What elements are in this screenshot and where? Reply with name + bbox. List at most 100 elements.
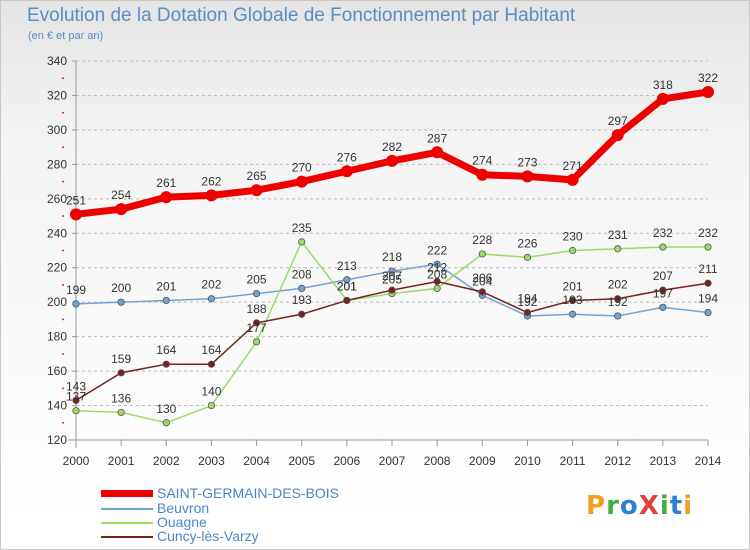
data-point xyxy=(386,154,398,167)
data-point xyxy=(523,308,532,317)
data-point xyxy=(298,284,306,292)
data-label: 201 xyxy=(337,279,357,293)
data-label: 188 xyxy=(247,302,267,316)
data-point xyxy=(205,189,218,202)
logo-letter: P xyxy=(586,491,607,521)
data-label: 197 xyxy=(653,286,673,300)
data-point xyxy=(207,401,216,410)
legend-swatch xyxy=(101,490,153,497)
data-point xyxy=(72,407,80,415)
y-tick-label: 140 xyxy=(47,399,67,413)
x-tick-label: 2004 xyxy=(243,454,270,468)
data-label: 274 xyxy=(472,154,492,168)
data-point xyxy=(656,92,669,105)
legend-swatch xyxy=(101,508,153,510)
data-point xyxy=(568,246,577,255)
data-label: 218 xyxy=(382,250,402,264)
x-tick-label: 2000 xyxy=(63,454,90,468)
x-tick-label: 2001 xyxy=(108,454,135,468)
data-point xyxy=(162,419,170,427)
data-point xyxy=(160,191,173,204)
data-label: 276 xyxy=(337,150,357,164)
data-point xyxy=(207,360,216,368)
x-tick-label: 2013 xyxy=(650,454,677,468)
data-label: 193 xyxy=(563,293,583,307)
y-tick-label: 180 xyxy=(47,330,67,344)
data-point xyxy=(298,310,306,318)
data-label: 204 xyxy=(472,274,492,288)
data-point xyxy=(433,277,441,286)
logo-letter: r xyxy=(606,491,620,521)
data-label: 251 xyxy=(66,193,86,207)
y-tick-label: 320 xyxy=(47,88,67,102)
data-label: 228 xyxy=(472,233,492,247)
data-point xyxy=(252,338,261,346)
data-point xyxy=(115,203,128,216)
data-label: 261 xyxy=(156,176,176,190)
data-label: 322 xyxy=(698,71,718,85)
data-label: 202 xyxy=(608,278,628,292)
data-point xyxy=(614,245,622,253)
data-point xyxy=(433,260,441,268)
data-point xyxy=(566,173,579,186)
data-label: 222 xyxy=(427,243,447,257)
y-tick-label: 260 xyxy=(47,192,67,206)
x-tick-label: 2005 xyxy=(288,454,315,468)
data-point xyxy=(70,208,82,221)
data-point xyxy=(343,296,351,305)
data-label: 136 xyxy=(111,391,131,405)
data-label: 201 xyxy=(563,279,583,293)
x-tick-label: 2011 xyxy=(560,454,586,468)
data-point xyxy=(388,286,396,294)
chart-title: Evolution de la Dotation Globale de Fonc… xyxy=(27,5,576,26)
data-point xyxy=(659,303,667,311)
series-cuncy-l-s-varzy xyxy=(72,277,712,404)
data-label: 201 xyxy=(156,279,176,293)
data-point xyxy=(614,312,622,320)
data-point xyxy=(252,289,261,298)
data-point xyxy=(207,295,216,303)
data-label: 200 xyxy=(111,281,131,295)
data-label: 177 xyxy=(247,321,267,335)
data-label: 265 xyxy=(247,169,267,183)
logo-letter: i xyxy=(659,491,670,521)
data-point xyxy=(72,300,80,308)
logo-letter: t xyxy=(669,491,684,521)
data-point xyxy=(162,360,170,368)
data-label: 231 xyxy=(608,228,628,242)
legend-label: Ouagne xyxy=(157,514,207,530)
data-point xyxy=(117,369,125,377)
data-point xyxy=(702,86,714,99)
data-point xyxy=(523,253,532,261)
data-label: 159 xyxy=(111,352,131,366)
x-tick-label: 2003 xyxy=(198,454,225,468)
data-label: 273 xyxy=(517,155,537,169)
legend-label: SAINT-GERMAIN-DES-BOIS xyxy=(157,485,340,501)
x-tick-label: 2007 xyxy=(379,454,406,468)
data-label: 287 xyxy=(427,131,447,145)
data-label: 230 xyxy=(563,230,583,244)
y-tick-label: 340 xyxy=(47,54,67,68)
data-point xyxy=(521,170,534,183)
data-point xyxy=(704,308,712,317)
data-label: 202 xyxy=(201,278,221,292)
data-point xyxy=(388,267,396,275)
x-tick-label: 2012 xyxy=(604,454,631,468)
data-label: 164 xyxy=(201,343,221,357)
data-label: 271 xyxy=(563,159,583,173)
data-label: 194 xyxy=(698,292,718,306)
x-tick-label: 2009 xyxy=(469,454,496,468)
data-point xyxy=(343,276,351,284)
data-point xyxy=(72,396,80,404)
x-tick-label: 2008 xyxy=(424,454,451,468)
data-point xyxy=(476,168,489,181)
data-label: 199 xyxy=(66,283,86,297)
data-label: 205 xyxy=(247,273,267,287)
data-label: 164 xyxy=(156,343,176,357)
data-point xyxy=(568,296,577,305)
series-saint-germain-des-bois xyxy=(70,86,714,221)
data-label: 207 xyxy=(382,269,402,283)
data-point xyxy=(252,319,261,327)
data-label: 232 xyxy=(653,226,673,240)
